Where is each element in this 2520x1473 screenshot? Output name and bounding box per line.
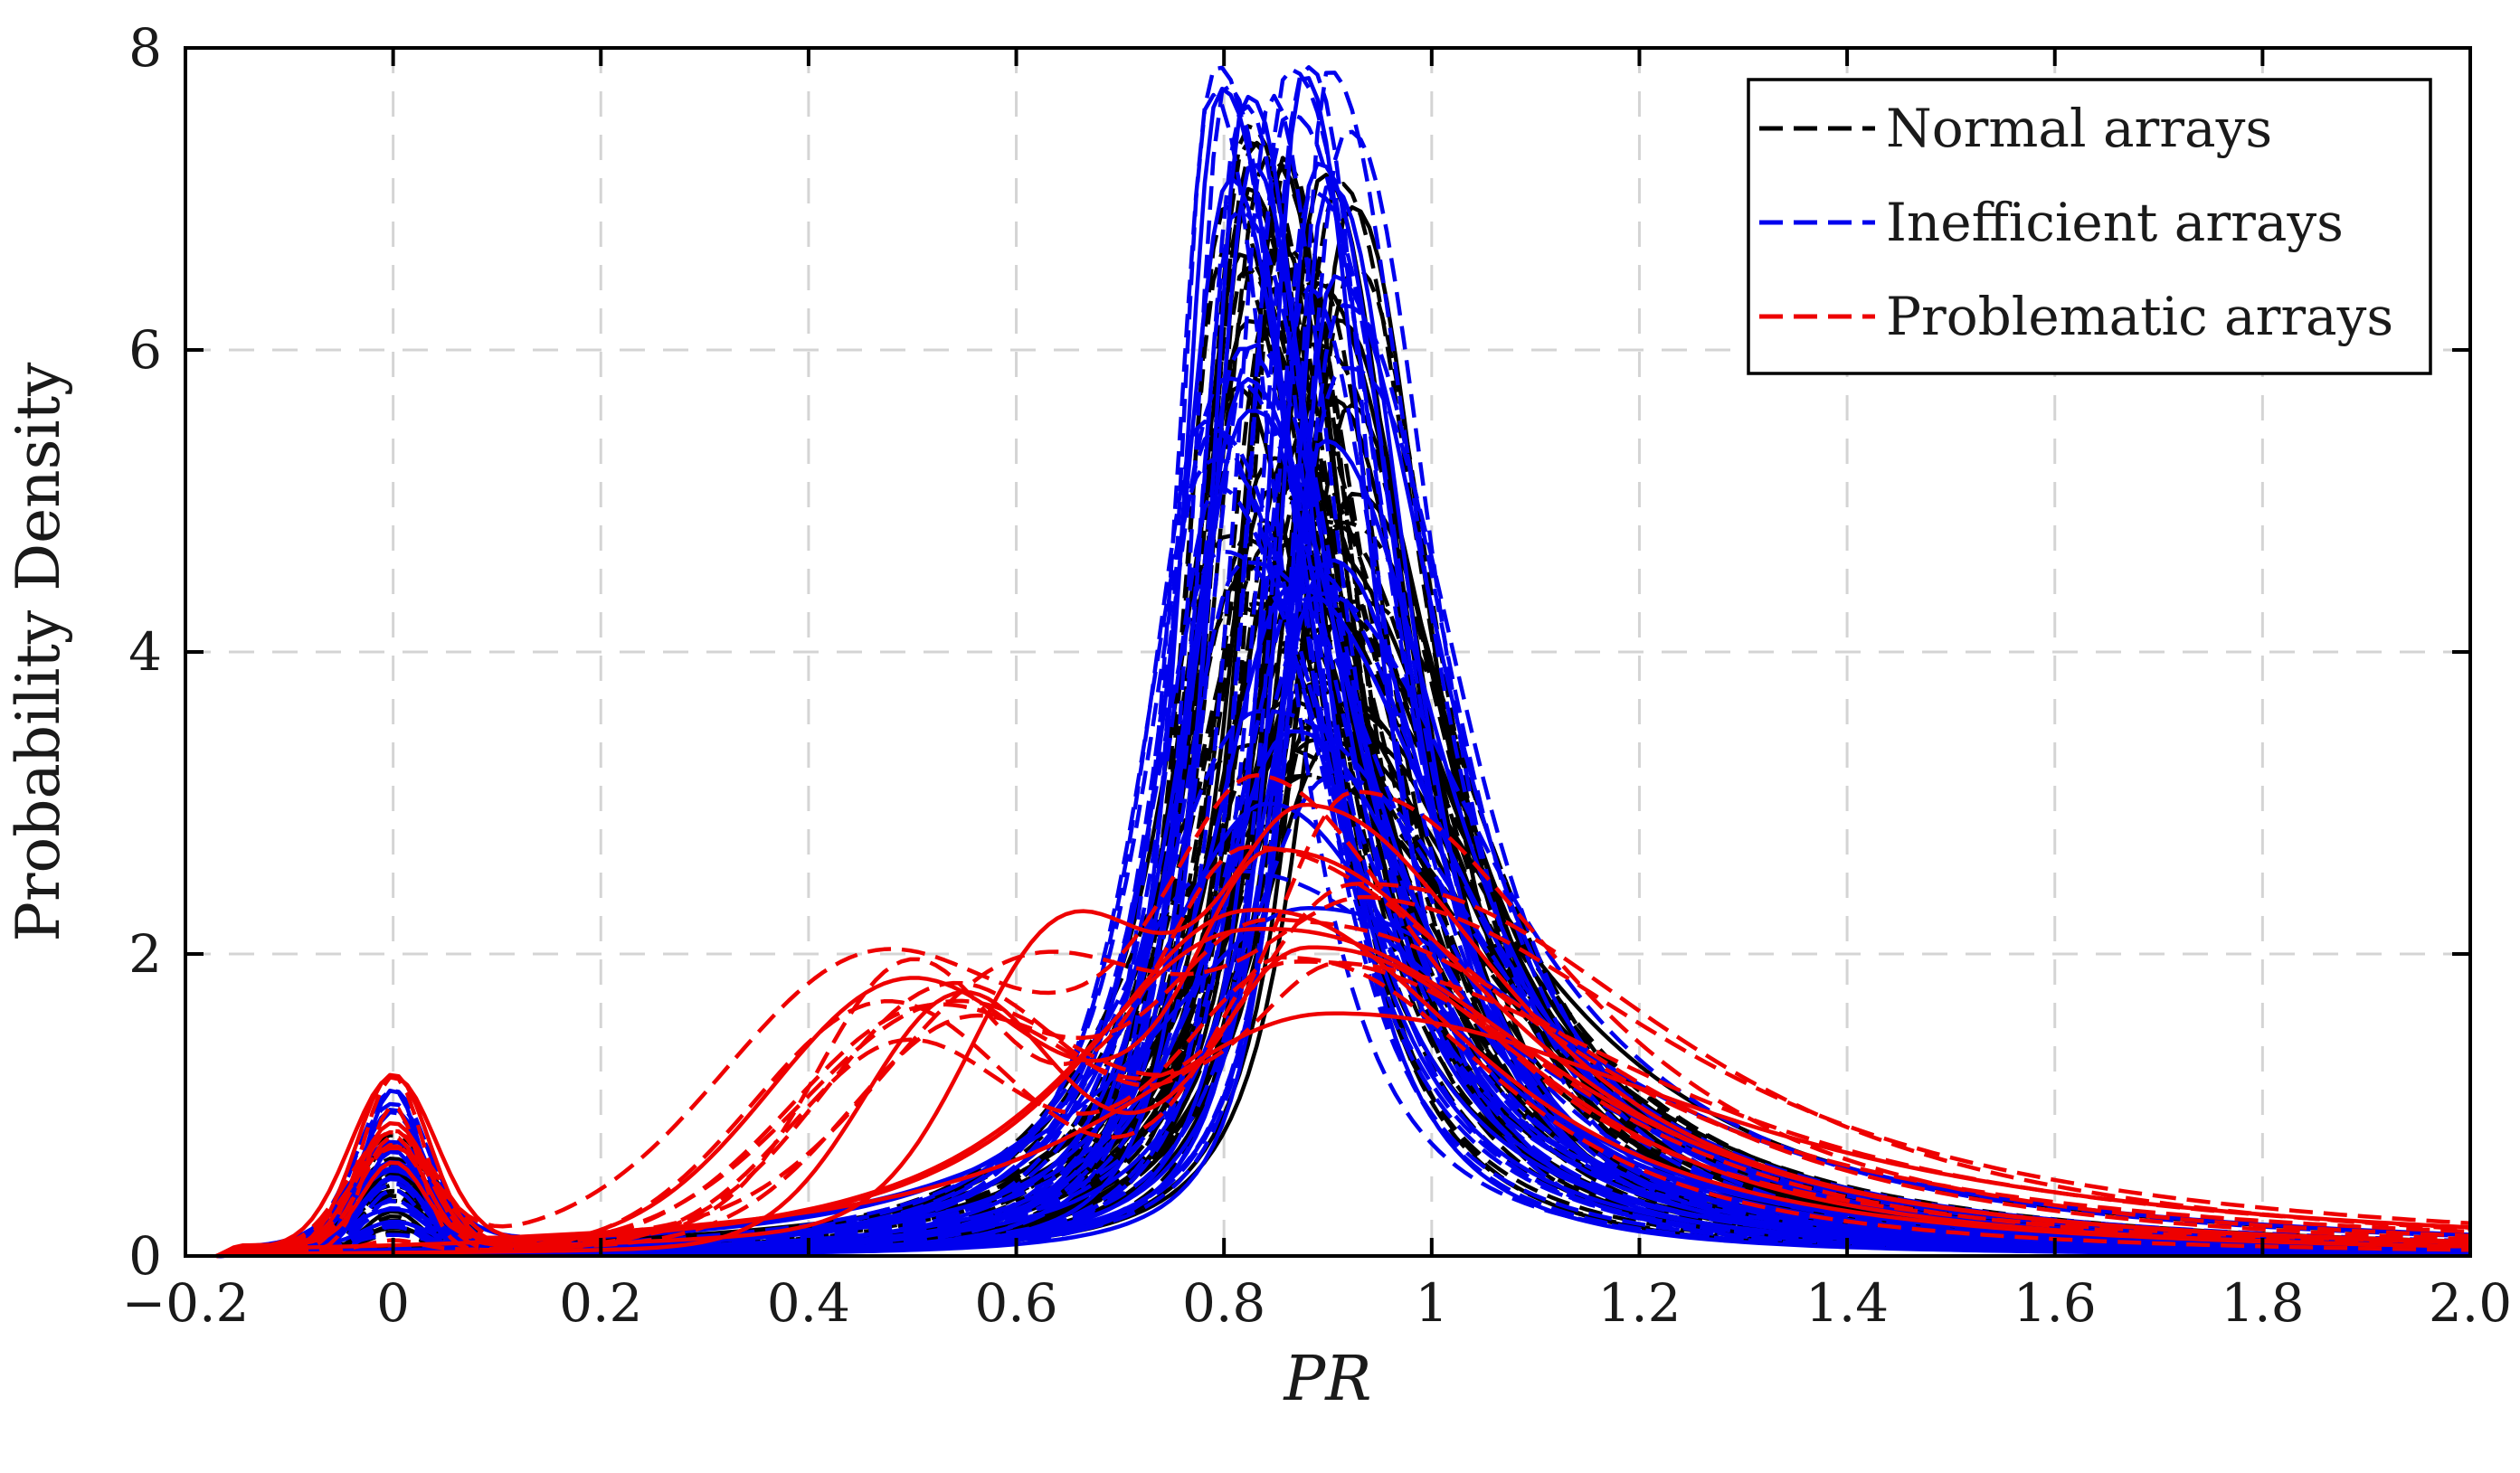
y-tick-label: 6 <box>128 319 162 381</box>
x-tick-label: 1.8 <box>2221 1272 2304 1334</box>
density-curve-normal-arrays <box>216 156 2471 1259</box>
density-curve-problematic-arrays <box>215 773 2471 1259</box>
density-curve-problematic-arrays <box>216 955 2471 1259</box>
y-tick-label: 8 <box>128 17 162 79</box>
density-curve-problematic-arrays <box>216 945 2471 1259</box>
axis-ticks <box>184 46 2472 1258</box>
x-tick-label: 0 <box>376 1272 410 1334</box>
density-curve-normal-arrays <box>215 702 2471 1259</box>
x-tick-label: 0.8 <box>1182 1272 1265 1334</box>
x-tick-label: 0.2 <box>559 1272 642 1334</box>
density-curve-problematic-arrays <box>216 789 2471 1259</box>
legend-box <box>1747 78 2432 375</box>
density-curve-inefficient-arrays <box>215 801 2471 1259</box>
x-tick-label: 2.0 <box>2429 1272 2512 1334</box>
x-tick-label: 1 <box>1415 1272 1448 1334</box>
density-curve-inefficient-arrays <box>216 67 2471 1259</box>
density-curve-inefficient-arrays <box>216 65 2470 1259</box>
x-tick-label: 1.2 <box>1597 1272 1681 1334</box>
y-axis-title: Probability Density <box>4 362 73 942</box>
y-tick-label: 0 <box>128 1225 162 1287</box>
legend-label-normal: Normal arrays <box>1886 98 2272 159</box>
density-curve-problematic-arrays <box>216 959 2471 1259</box>
legend-label-problematic: Problematic arrays <box>1886 286 2393 347</box>
density-curve-inefficient-arrays <box>216 112 2471 1259</box>
density-curve-problematic-arrays <box>215 1011 2471 1259</box>
density-curve-problematic-arrays <box>215 845 2471 1259</box>
x-tick-label: 0.4 <box>767 1272 850 1334</box>
x-tick-label: 1.6 <box>2013 1272 2097 1334</box>
y-tick-label: 2 <box>128 923 162 985</box>
legend: Normal arrays Inefficient arrays Problem… <box>1747 78 2432 375</box>
density-curve-inefficient-arrays <box>216 560 2471 1259</box>
density-curve-problematic-arrays <box>215 881 2471 1259</box>
density-curve-inefficient-arrays <box>215 709 2471 1259</box>
x-tick-label: −0.2 <box>122 1272 250 1334</box>
legend-label-inefficient: Inefficient arrays <box>1886 192 2344 253</box>
density-curve-problematic-arrays <box>216 917 2471 1259</box>
x-tick-label: 0.6 <box>974 1272 1057 1334</box>
density-curves <box>215 65 2471 1259</box>
density-curve-problematic-arrays <box>215 927 2471 1259</box>
y-tick-label: 4 <box>128 621 162 683</box>
density-curve-normal-arrays <box>215 569 2471 1259</box>
x-axis-title: PR <box>1283 1344 1372 1415</box>
x-tick-label: 1.4 <box>1805 1272 1889 1334</box>
